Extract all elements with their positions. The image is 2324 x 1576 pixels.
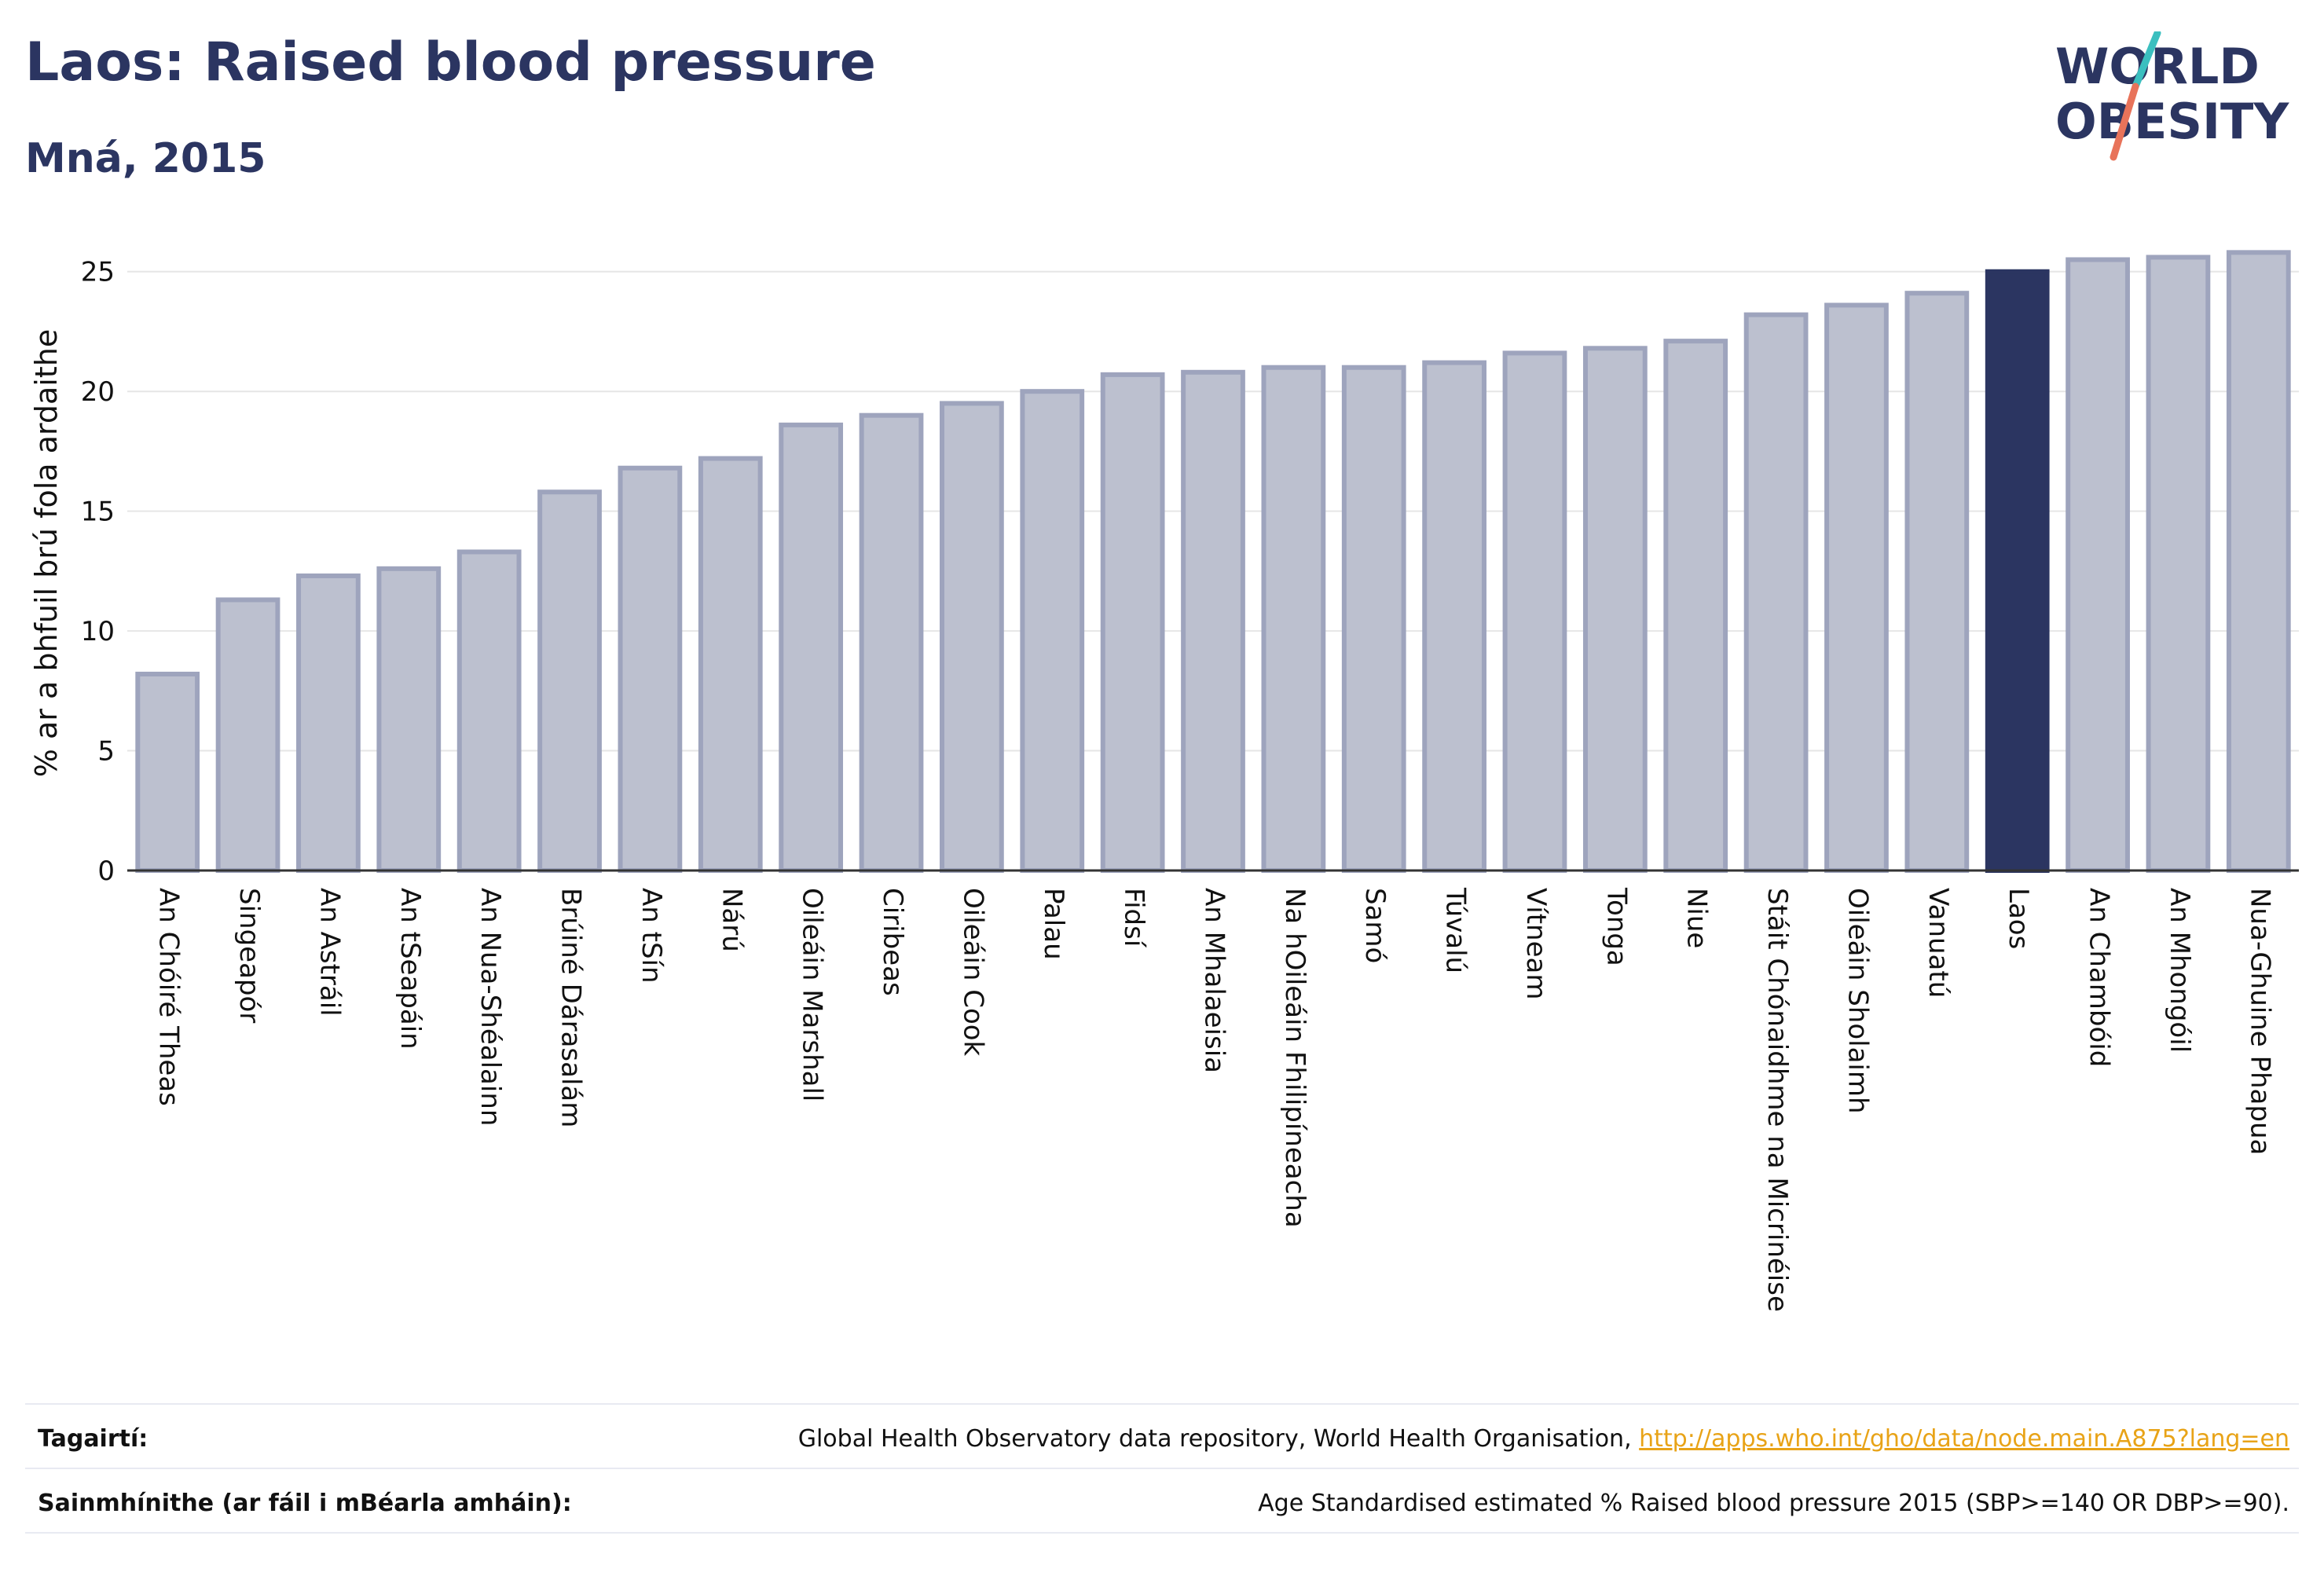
bar: [1181, 369, 1245, 874]
x-tick-label: Ciribeas: [877, 888, 908, 996]
x-tick-label: An tSín: [636, 888, 667, 984]
definitions-label: Sainmhínithe (ar fáil i mBéarla amháin):: [38, 1490, 572, 1517]
chart-title: Laos: Raised blood pressure: [25, 31, 876, 93]
y-tick-label: 25: [81, 257, 115, 288]
logo-slash-coral: [2110, 82, 2139, 161]
y-axis-label: % ar a bhfuil brú fola ardaithe: [29, 329, 64, 777]
chart-subtitle: Mná, 2015: [25, 135, 266, 182]
x-tick-label: An Chambóid: [2084, 888, 2115, 1067]
y-tick-label: 10: [81, 616, 115, 647]
logo-line1: WORLD: [2055, 38, 2260, 95]
x-tick-label: An Nua-Shéalainn: [475, 888, 506, 1126]
bar: [1663, 339, 1728, 873]
x-tick-label: Samó: [1359, 888, 1391, 963]
bar: [1422, 360, 1486, 874]
bar: [1261, 365, 1326, 873]
x-tick-label: Palau: [1038, 888, 1069, 960]
bar: [2226, 250, 2291, 873]
bar: [1824, 302, 1889, 873]
bar: [135, 671, 200, 873]
bar: [376, 566, 442, 873]
world-obesity-logo: WORLD OBESITY: [2055, 31, 2289, 161]
x-tick-label: Na hOileáin Fhilipíneacha: [1279, 888, 1310, 1228]
logo-slash-teal: [2132, 31, 2161, 90]
x-tick-label: An tSeapáin: [394, 888, 426, 1050]
x-tick-label: An Mhalaeisia: [1199, 888, 1230, 1073]
bar: [1020, 389, 1085, 874]
bar: [537, 489, 602, 874]
bar: [859, 412, 924, 873]
x-tick-label: Brúiné Dárasalám: [555, 888, 587, 1127]
definitions-text: Age Standardised estimated % Raised bloo…: [1258, 1490, 2289, 1517]
x-tick-label: Oileáin Cook: [957, 888, 988, 1057]
y-tick-label: 5: [97, 736, 115, 768]
bar: [2146, 255, 2211, 873]
y-tick-label: 20: [81, 376, 115, 408]
y-tick-label: 15: [81, 497, 115, 528]
x-tick-label: Fidsí: [1118, 888, 1149, 948]
bar: [1341, 365, 1406, 873]
bar: [618, 465, 683, 873]
footer-divider-middle: [25, 1468, 2299, 1469]
x-tick-label: Túvalú: [1440, 887, 1472, 973]
x-tick-label: Vítneam: [1520, 888, 1552, 999]
references-source: Global Health Observatory data repositor…: [797, 1425, 1640, 1453]
y-tick-label: 0: [97, 856, 115, 887]
x-tick-label: Vanuatú: [1923, 888, 1954, 998]
bar: [215, 597, 280, 873]
bar: [1904, 291, 1970, 873]
x-tick-label: Singeapór: [233, 888, 265, 1023]
references-text: Global Health Observatory data repositor…: [798, 1425, 2289, 1453]
references-label: Tagairtí:: [38, 1425, 148, 1453]
x-tick-label: Stáit Chónaidhme na Micrinéise: [1761, 888, 1793, 1312]
x-tick-label: Niue: [1681, 888, 1713, 948]
bar: [1582, 346, 1648, 873]
references-link[interactable]: http://apps.who.int/gho/data/node.main.A…: [1639, 1425, 2289, 1453]
x-tick-label: An Astráil: [313, 888, 345, 1017]
footer-divider-bottom: [25, 1532, 2299, 1534]
x-tick-label: Oileáin Marshall: [797, 888, 828, 1101]
logo-line2: OBESITY: [2055, 93, 2289, 150]
bar: [2066, 257, 2130, 874]
bar-chart: 0 5 10 15 20 25 % ar a bhfuil brú fola ardaith…: [29, 250, 2299, 1312]
bar: [698, 456, 763, 873]
bar: [1502, 350, 1567, 874]
bar: [779, 422, 844, 873]
bar: [1985, 269, 2050, 873]
x-tick-label: Laos: [2003, 888, 2034, 949]
bar: [296, 573, 361, 874]
bar: [940, 401, 1004, 873]
x-tick-label: Oileáin Sholaimh: [1842, 888, 1873, 1114]
x-tick-label: Tonga: [1600, 887, 1632, 966]
x-tick-label: Nárú: [716, 888, 747, 952]
bar: [1100, 372, 1165, 873]
x-tick-label: Nua-Ghuine Phapua: [2244, 888, 2275, 1155]
x-tick-label: An Chóiré Theas: [153, 888, 185, 1106]
x-tick-label: An Mhongóil: [2164, 888, 2195, 1053]
footer-divider-top: [25, 1403, 2299, 1405]
bar: [1743, 312, 1809, 873]
bar: [456, 549, 522, 873]
